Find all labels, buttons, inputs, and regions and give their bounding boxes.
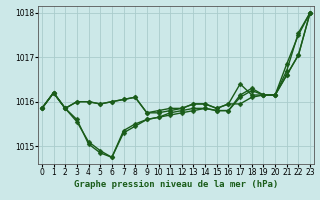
X-axis label: Graphe pression niveau de la mer (hPa): Graphe pression niveau de la mer (hPa) <box>74 180 278 189</box>
